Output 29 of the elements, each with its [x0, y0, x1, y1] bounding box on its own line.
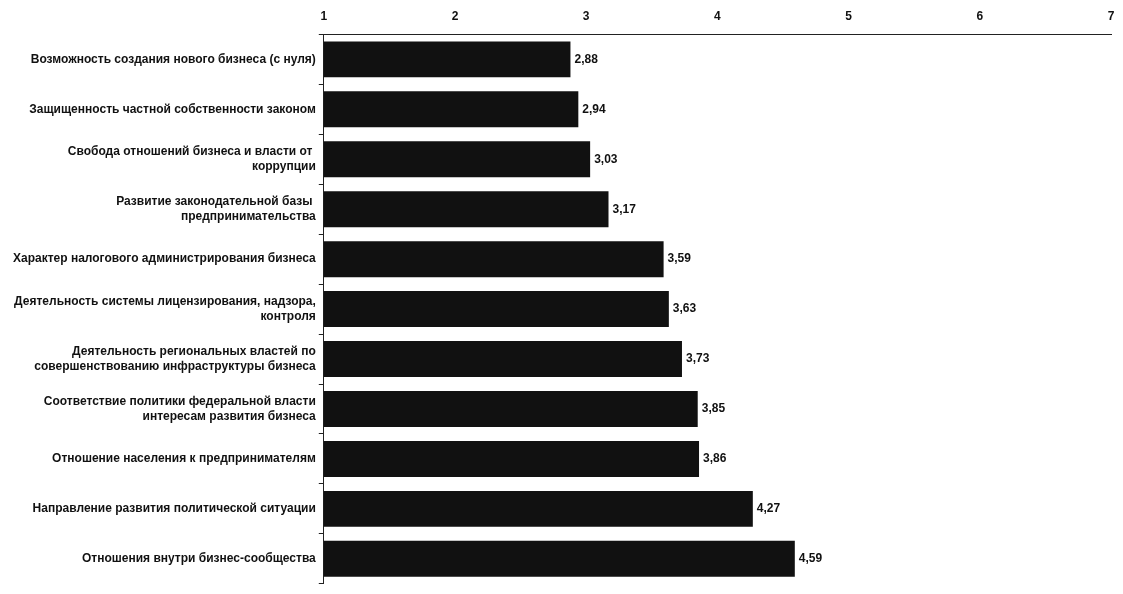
data-label: 4,27 — [756, 501, 781, 516]
y-tick-label: Отношение населения к предпринимателям — [52, 451, 316, 466]
y-tick-label: Характер налогового администрирования бизнеса — [13, 251, 317, 266]
x-tick-label: 5 — [845, 8, 853, 23]
x-tick-label: 3 — [582, 8, 590, 23]
data-label: 4,59 — [798, 551, 823, 566]
x-tick-label: 2 — [451, 8, 459, 23]
y-tick-label: Защищенность частной собственности законом — [29, 101, 316, 116]
data-label: 3,73 — [685, 351, 710, 366]
y-tick-label: Возможность создания нового бизнеса (с нуля) — [30, 51, 316, 66]
y-tick-label: Свобода отношений бизнеса и власти от коррупции — [67, 144, 316, 173]
data-label: 2,94 — [582, 101, 607, 116]
x-tick-label: 4 — [714, 8, 722, 23]
data-label: 3,86 — [703, 451, 727, 466]
data-label: 3,63 — [672, 301, 697, 316]
y-tick-label: Деятельность региональных властей по совершенствованию инфраструктуры бизнеса — [34, 344, 317, 373]
y-tick-label: Развитие законодательной базы предпринимательства — [116, 194, 317, 223]
y-tick-label: Направление развития политической ситуации — [32, 501, 316, 516]
y-tick-label: Отношения внутри бизнес-сообщества — [81, 551, 317, 566]
data-label: 2,88 — [574, 51, 599, 66]
data-label: 3,17 — [612, 201, 637, 216]
data-label: 3,59 — [667, 251, 692, 266]
y-tick-label: Деятельность системы лицензирования, надзора, контроля — [14, 294, 316, 323]
x-tick-label: 6 — [976, 8, 984, 23]
x-tick-label: 1 — [320, 8, 328, 23]
data-label: 3,03 — [594, 151, 618, 166]
data-label: 3,85 — [701, 401, 726, 416]
y-tick-label: Соответствие политики федеральной власти интересам развития бизнеса — [43, 394, 317, 423]
x-tick-label: 7 — [1107, 8, 1115, 23]
